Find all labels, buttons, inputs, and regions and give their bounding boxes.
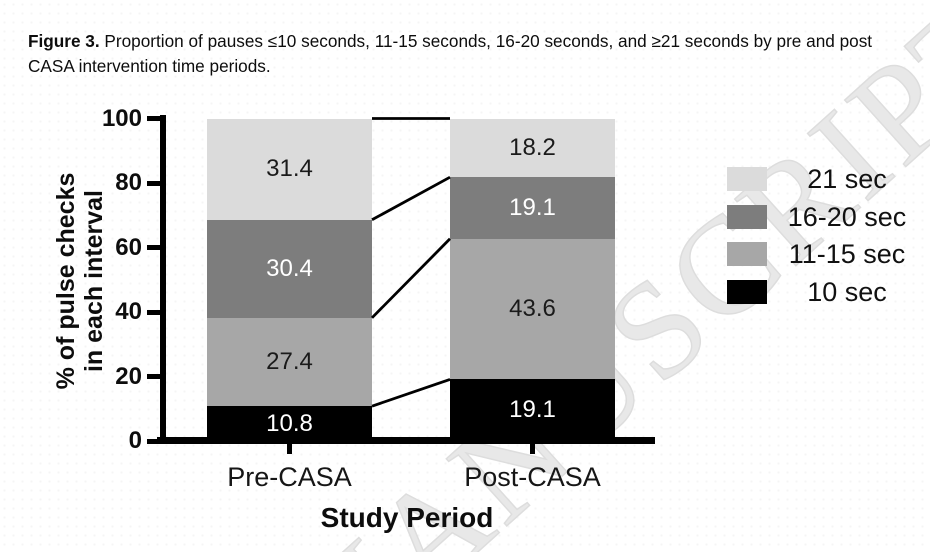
legend-row-10-sec: 10 sec	[727, 278, 927, 306]
segment-value-label: 19.1	[509, 193, 556, 221]
figure-caption-text: Proportion of pauses ≤10 seconds, 11-15 …	[28, 31, 873, 76]
y-tick-80	[147, 180, 161, 186]
figure-caption-label: Figure 3.	[28, 31, 100, 52]
connector-line-11-15-sec	[371, 237, 451, 319]
y-axis-title-line1: % of pulse checks	[52, 172, 80, 390]
y-tick-40	[147, 309, 161, 315]
segment-value-label: 30.4	[266, 254, 313, 282]
segment-value-label: 27.4	[266, 347, 313, 375]
segment-value-label: 43.6	[509, 295, 556, 323]
connector-line-10-sec	[371, 378, 451, 408]
x-axis-title: Study Period	[320, 502, 494, 533]
y-tick-label-60: 60	[115, 233, 142, 261]
y-tick-0	[147, 438, 161, 444]
y-axis-title-line2: in each interval	[80, 189, 108, 373]
y-axis-line	[160, 115, 166, 444]
legend-swatch-10-sec	[727, 280, 767, 305]
x-axis-line	[157, 437, 655, 444]
y-tick-label-20: 20	[115, 362, 142, 390]
segment-pre-casa-16-20-sec: 30.4	[207, 219, 372, 318]
y-tick-20	[147, 374, 161, 379]
connector-line-16-20-sec	[371, 175, 451, 221]
bar-post-casa: 19.1 43.6 19.1 18.2	[450, 118, 615, 442]
segment-value-label: 10.8	[266, 409, 313, 437]
segment-value-label: 19.1	[509, 396, 556, 424]
legend-row-21-sec: 21 sec	[727, 165, 927, 193]
bar-pre-casa: 10.8 27.4 30.4 31.4	[207, 118, 372, 442]
legend-swatch-21-sec	[727, 167, 767, 191]
legend-label-21-sec: 21 sec	[807, 164, 887, 194]
y-tick-100	[147, 116, 161, 121]
legend-label-11-15-sec: 11-15 sec	[788, 239, 906, 270]
x-category-label-post-casa: Post-CASA	[464, 462, 601, 492]
x-category-label-pre-casa: Pre-CASA	[227, 462, 352, 492]
segment-post-casa-10-sec: 19.1	[450, 379, 615, 441]
segment-post-casa-21-sec: 18.2	[450, 118, 615, 178]
y-tick-60	[147, 245, 161, 250]
y-tick-label-0: 0	[128, 427, 142, 454]
figure-caption: Figure 3. Proportion of pauses ≤10 secon…	[28, 29, 912, 78]
segment-pre-casa-10-sec: 10.8	[207, 406, 372, 441]
segment-pre-casa-11-15-sec: 27.4	[207, 317, 372, 407]
legend-label-10-sec: 10 sec	[807, 277, 887, 308]
segment-pre-casa-21-sec: 31.4	[207, 118, 372, 220]
segment-value-label: 31.4	[266, 155, 313, 183]
legend-row-16-20-sec: 16-20 sec	[727, 203, 927, 231]
legend-row-11-15-sec: 11-15 sec	[727, 240, 927, 268]
y-tick-label-80: 80	[115, 169, 142, 196]
legend-swatch-11-15-sec	[727, 242, 767, 267]
segment-value-label: 18.2	[509, 133, 556, 161]
segment-post-casa-16-20-sec: 19.1	[450, 177, 615, 239]
x-tick-post-casa	[530, 444, 535, 454]
y-tick-label-40: 40	[115, 298, 142, 325]
x-tick-pre-casa	[287, 444, 292, 454]
y-tick-label-100: 100	[101, 104, 142, 132]
legend-swatch-16-20-sec	[727, 204, 767, 229]
legend-label-16-20-sec: 16-20 sec	[787, 201, 907, 232]
y-axis-title: % of pulse checks in each interval	[52, 116, 110, 446]
segment-post-casa-11-15-sec: 43.6	[450, 238, 615, 380]
